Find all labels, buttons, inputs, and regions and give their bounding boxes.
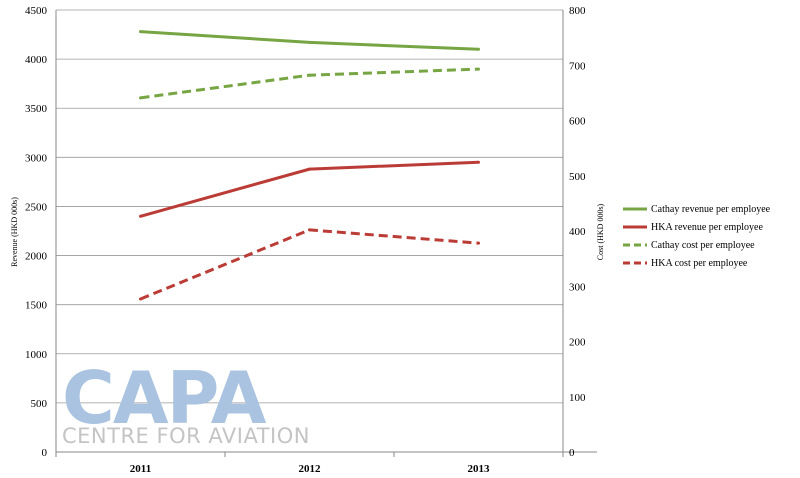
data-point-2 [477,67,480,71]
right-tick-label: 800 [569,5,586,17]
right-tick-label: 500 [569,171,586,183]
x-axis-ticks: 2011 2012 2013 [130,463,490,475]
left-tick-label: 1500 [25,300,48,312]
series-line-2 [140,67,479,100]
data-point-3 [308,228,311,232]
watermark-logo: CAPA [62,356,267,440]
left-axis-title: Revenue (HKD 000s) [10,197,19,267]
left-tick-label: 2500 [25,201,48,213]
series-lines [139,30,480,301]
left-tick-label: 1000 [25,349,48,361]
axes [55,10,597,457]
legend-label: Cathay cost per employee [651,240,755,251]
data-point-3 [477,241,480,245]
right-tick-label: 0 [569,447,575,459]
legend-label: HKA revenue per employee [651,222,763,233]
data-point-2 [308,73,311,77]
right-tick-label: 200 [569,337,586,349]
series-line-3 [139,228,479,301]
x-tick-label: 2013 [468,463,491,475]
data-point-0 [139,30,142,34]
legend-label: Cathay revenue per employee [651,204,771,215]
legend-label: HKA cost per employee [651,258,748,269]
series-line-0 [140,30,479,51]
left-axis-ticks: 0 500 1000 1500 2000 2500 3000 3500 4000 4500 [25,5,48,459]
left-tick-label: 4500 [25,5,48,17]
right-tick-label: 300 [569,281,586,293]
data-point-3 [139,297,142,301]
capa-watermark: CAPA CENTRE FOR AVIATION [62,356,310,448]
left-tick-label: 4000 [25,54,48,66]
left-tick-label: 2000 [25,251,48,263]
legend: Cathay revenue per employee HKA revenue p… [623,204,771,269]
x-tick-label: 2012 [299,463,322,475]
left-tick-label: 0 [42,447,48,459]
data-point-1 [477,160,480,164]
right-axis-title: Cost (HKD 000s) [596,203,605,260]
data-point-0 [308,40,311,44]
right-axis-ticks: 0 100 200 300 400 500 600 700 800 [569,5,586,459]
gridlines [56,9,563,404]
left-tick-label: 500 [31,398,48,410]
left-tick-label: 3500 [25,103,48,115]
data-point-1 [308,167,311,171]
right-tick-label: 700 [569,60,586,72]
watermark-tagline: CENTRE FOR AVIATION [62,424,310,448]
data-point-1 [139,214,142,218]
data-point-2 [139,96,142,100]
right-tick-label: 600 [569,116,586,128]
right-tick-label: 400 [569,226,586,238]
left-tick-label: 3000 [25,152,48,164]
x-tick-label: 2011 [130,463,151,475]
data-point-0 [477,47,480,51]
right-tick-label: 100 [569,392,586,404]
